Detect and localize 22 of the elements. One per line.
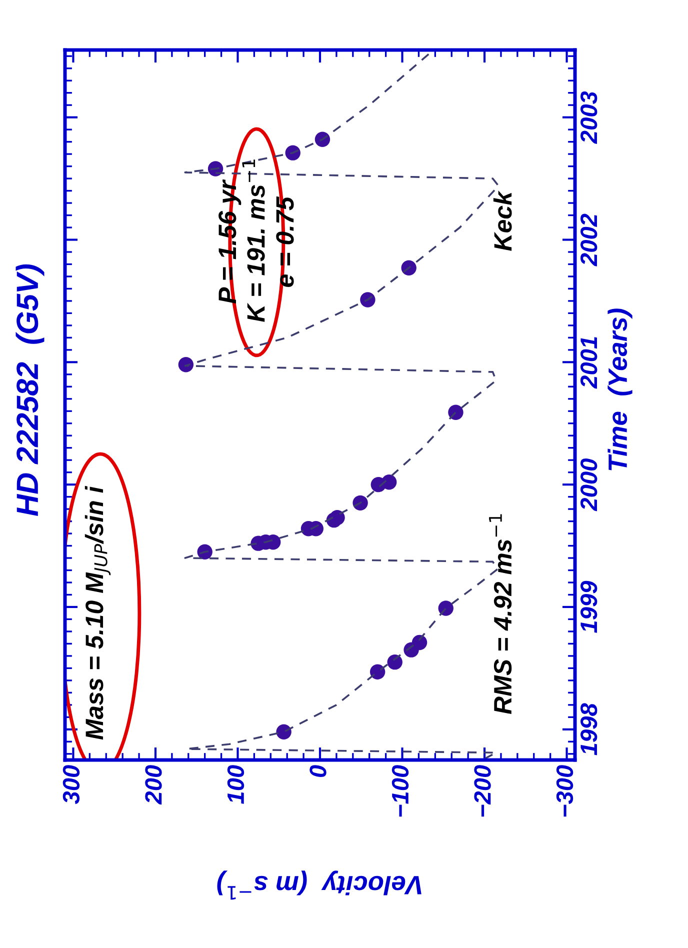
y-tick-label: 2003	[580, 91, 598, 144]
annotation: K = 191. ms$^{−1}$	[242, 160, 265, 322]
x-tick-label: 100	[227, 765, 244, 804]
annotation: Mass = 5.10 M$_{JUP}$/sin i	[84, 486, 111, 740]
y-axis-title: Time (Years)	[608, 308, 632, 470]
annotation: RMS = 4.92 ms$^{−1}$	[489, 514, 512, 714]
annotation: Keck	[493, 190, 512, 251]
x-tick-label: 300	[62, 765, 80, 804]
y-tick-label: 2001	[580, 337, 598, 389]
y-tick-label: 1999	[580, 580, 598, 633]
x-tick-label: 0	[310, 765, 326, 778]
x-tick-label: 200	[145, 765, 162, 805]
y-tick-label: 2002	[580, 214, 598, 266]
x-tick-label: −300	[556, 765, 574, 817]
y-tick-label: 1998	[580, 703, 598, 756]
text: HD 222582 (G5V)	[16, 264, 44, 516]
x-axis-title: Velocity (m s$^{−1}$)	[217, 870, 422, 900]
x-tick-label: −100	[392, 765, 409, 817]
annotation: P = 1.56 yr	[218, 179, 242, 304]
x-tick-label: −200	[474, 765, 491, 817]
annotation: e = 0.75	[276, 196, 294, 287]
y-tick-label: 2000	[580, 458, 598, 512]
